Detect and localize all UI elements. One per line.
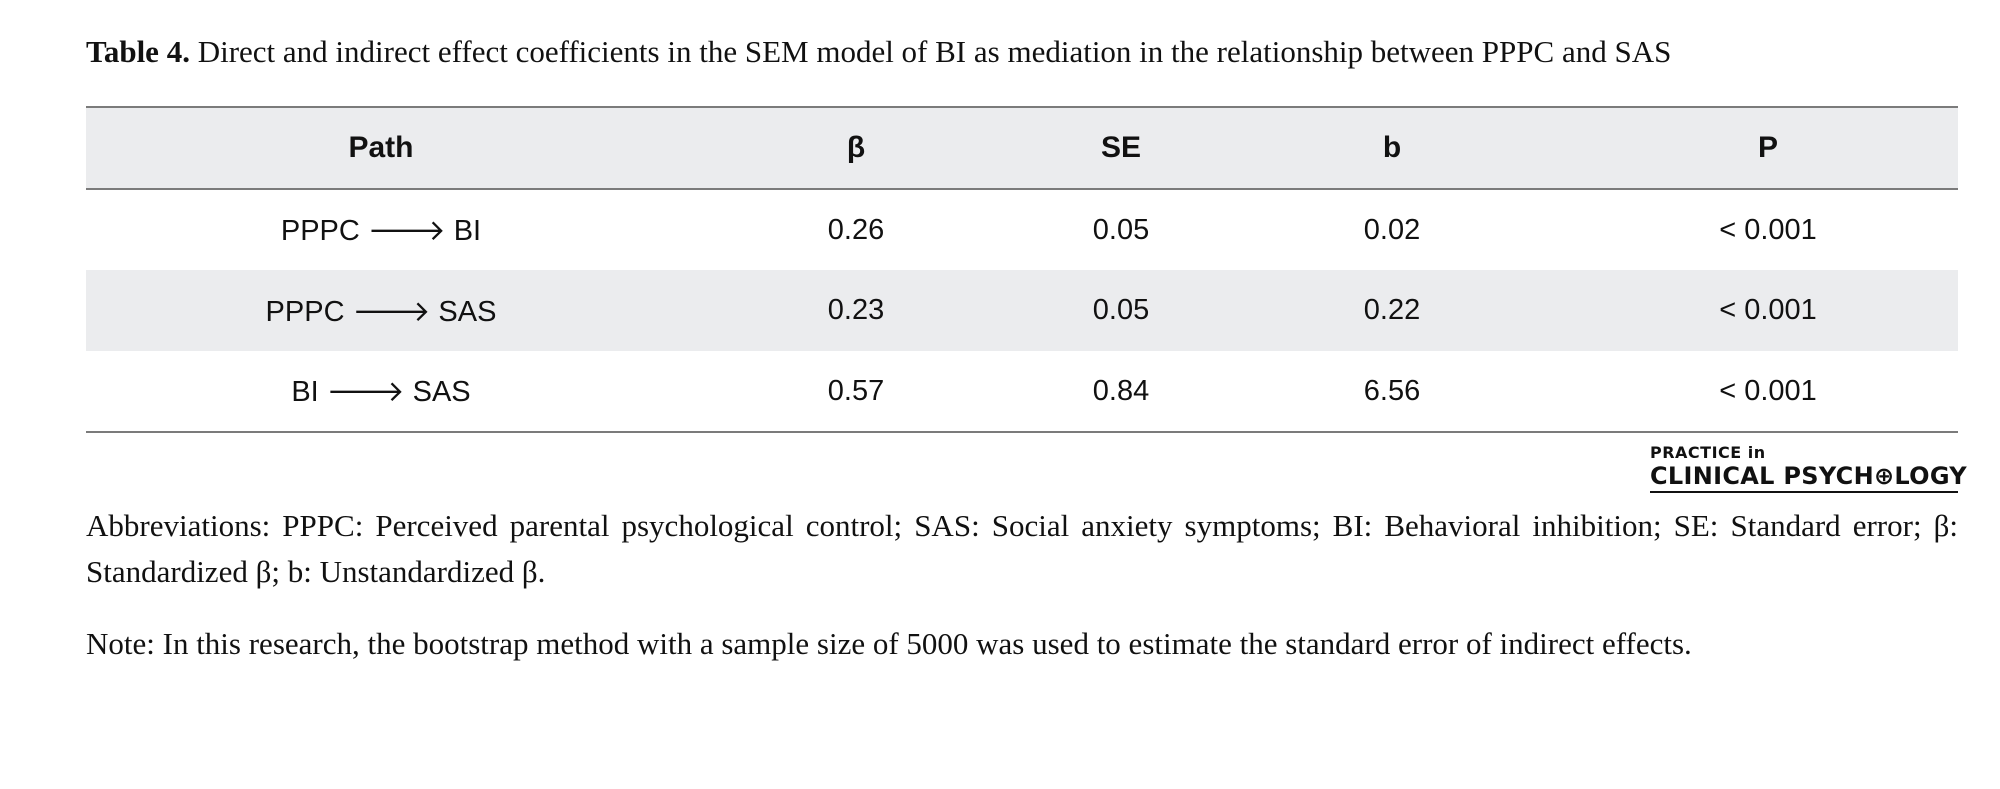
cell-se: 0.05 [1092,294,1150,326]
header-se: SE [1036,106,1206,190]
header-path: Path [86,106,676,190]
cell-path: PPPC 🡒 SAS [265,295,497,328]
cell-b: 0.22 [1363,294,1421,326]
cell-b: 0.02 [1363,213,1421,246]
table-number: Table 4. [86,34,190,69]
cell-beta: 0.26 [827,213,885,246]
table-row: PPPC 🡒 SAS 0.23 0.05 0.22 < 0.001 [86,270,1958,351]
cell-p: < 0.001 [1719,213,1817,246]
header-beta: β [676,106,1036,190]
cell-se: 0.05 [1092,213,1150,246]
cell-beta: 0.57 [676,351,1036,433]
table-header-row: Path β SE b P [86,106,1958,190]
table-row: BI 🡒 SAS 0.57 0.84 6.56 < 0.001 [86,351,1958,433]
header-p: P [1578,106,1958,190]
cell-p: < 0.001 [1719,294,1817,326]
cell-b: 6.56 [1206,351,1578,433]
header-b: b [1206,106,1578,190]
logo-line-2: CLINICAL PSYCH⊕LOGY [1650,462,1967,490]
logo-line-1: PRACTICE in [1650,443,1766,462]
cell-beta: 0.23 [827,294,885,326]
effects-table: Path β SE b P PPPC 🡒 BI 0.26 0.05 0.02 <… [86,106,1958,433]
cell-path: BI 🡒 SAS [86,351,676,433]
abbreviations-note: Abbreviations: PPPC: Perceived parental … [86,508,1958,589]
table-title: Direct and indirect effect coefficients … [189,34,1672,69]
cell-se: 0.84 [1036,351,1206,433]
bootstrap-note: Note: In this research, the bootstrap me… [86,626,1692,661]
cell-path: PPPC 🡒 BI [280,215,482,247]
table-row: PPPC 🡒 BI 0.26 0.05 0.02 < 0.001 [86,189,1958,270]
journal-logo: PRACTICE in CLINICAL PSYCH⊕LOGY [1650,443,1967,493]
table-caption: Table 4. Direct and indirect effect coef… [86,28,1966,76]
cell-p: < 0.001 [1578,351,1958,433]
logo-underline [1650,491,1958,493]
